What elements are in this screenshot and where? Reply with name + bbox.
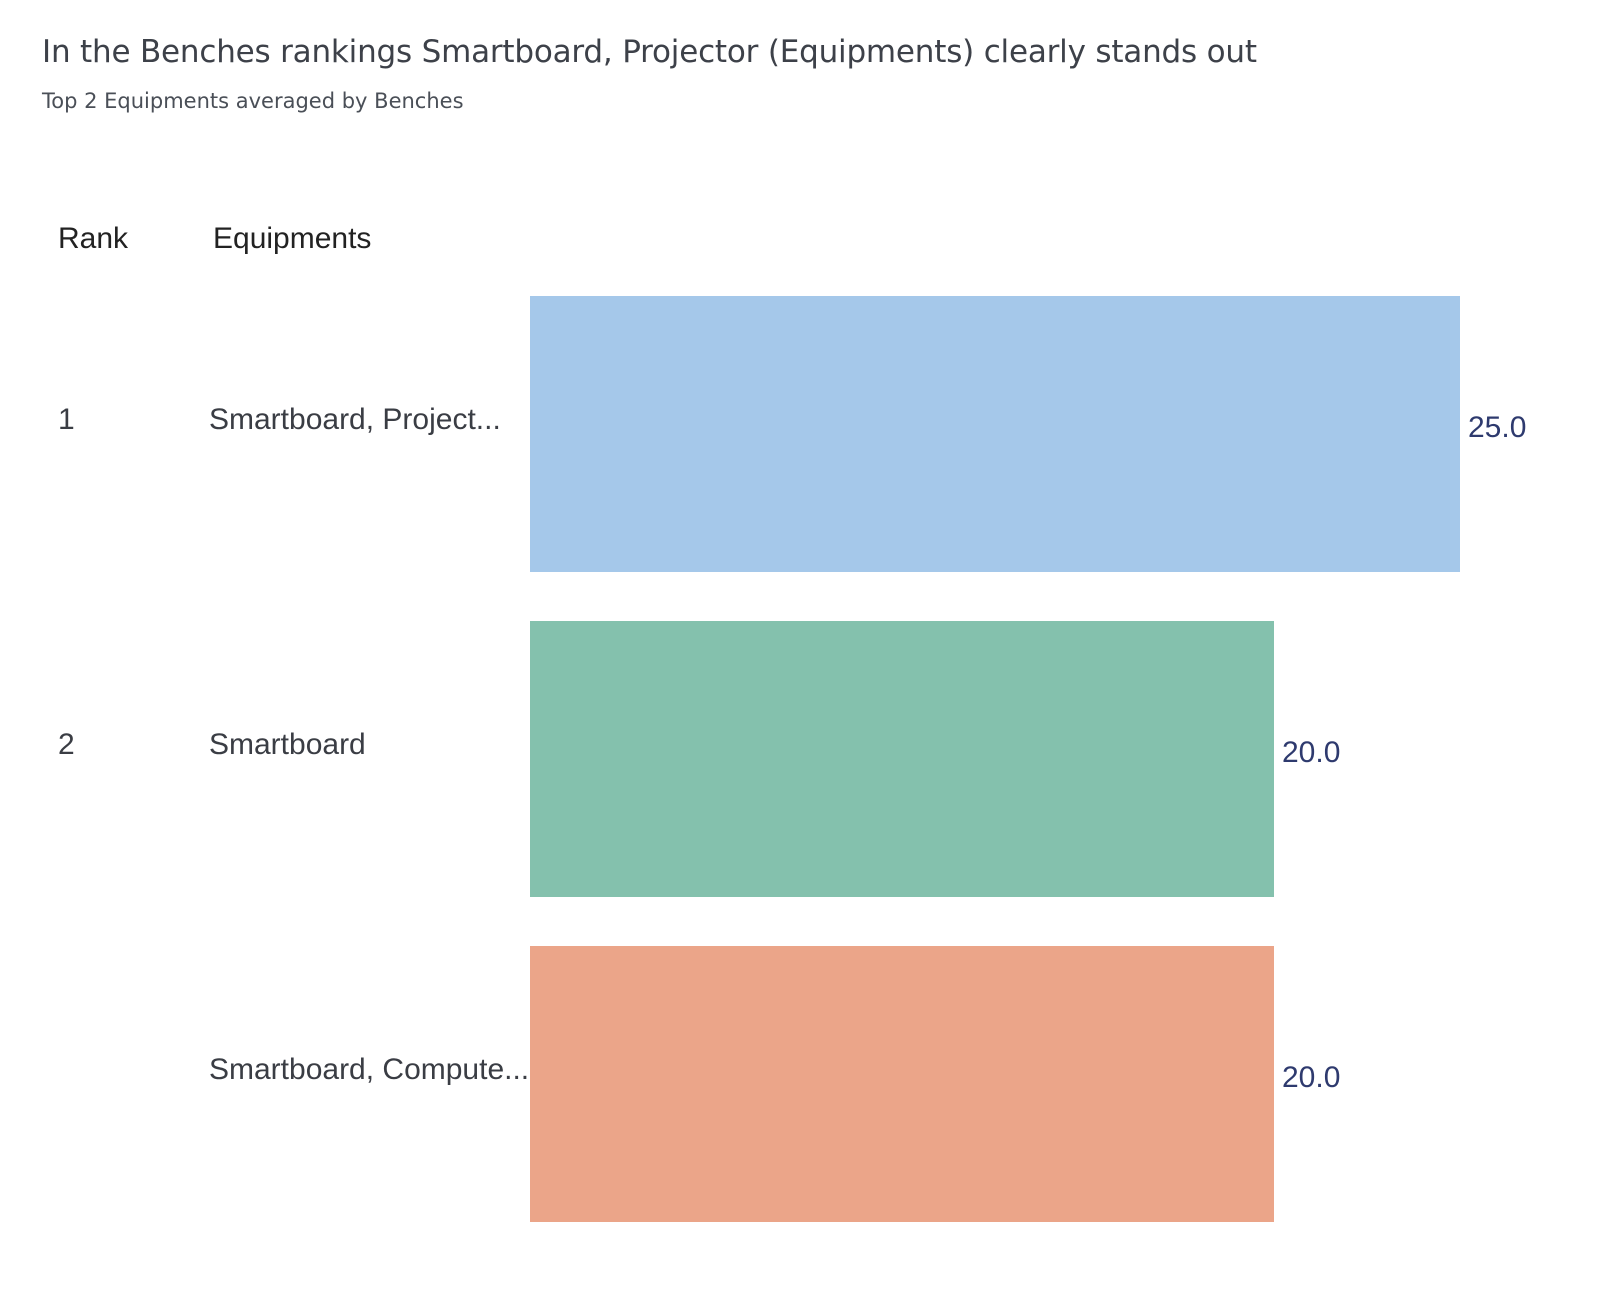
category-label-2: Smartboard	[209, 728, 366, 761]
bar-3	[530, 946, 1274, 1222]
category-label-1: Smartboard, Project...	[209, 403, 501, 436]
bar-1	[530, 296, 1460, 572]
value-label-3: 20.0	[1282, 1061, 1340, 1094]
rank-label-2: 2	[58, 728, 75, 761]
rank-label-1: 1	[58, 403, 75, 436]
bar-2	[530, 621, 1274, 897]
chart-subtitle: Top 2 Equipments averaged by Benches	[42, 89, 464, 113]
value-label-2: 20.0	[1282, 736, 1340, 769]
rank-column-header: Rank	[58, 222, 129, 255]
category-label-3: Smartboard, Compute...	[209, 1053, 529, 1086]
chart-title: In the Benches rankings Smartboard, Proj…	[42, 34, 1257, 70]
value-label-1: 25.0	[1468, 411, 1526, 444]
equipments-column-header: Equipments	[213, 222, 372, 255]
